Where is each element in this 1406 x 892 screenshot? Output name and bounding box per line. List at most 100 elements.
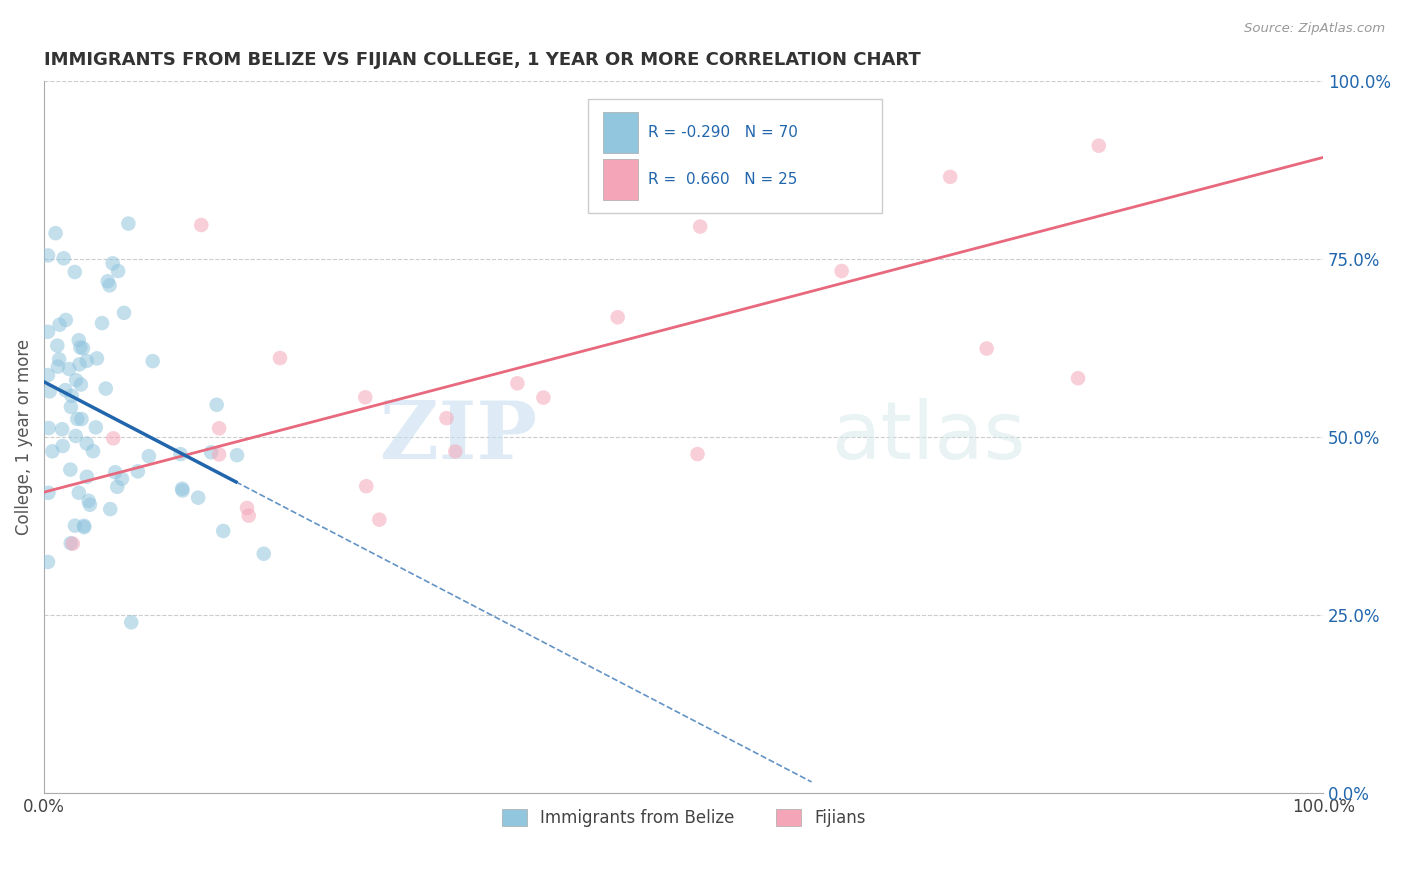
- Text: ZIP: ZIP: [380, 398, 537, 476]
- Point: [208, 421, 231, 435]
- Point: [112, 306, 135, 320]
- Point: [60, 389, 83, 403]
- Text: Source: ZipAtlas.com: Source: ZipAtlas.com: [1244, 22, 1385, 36]
- Point: [120, 615, 142, 630]
- Point: [138, 449, 160, 463]
- Point: [38, 421, 60, 435]
- Point: [73, 518, 96, 533]
- Point: [606, 310, 628, 325]
- Point: [172, 483, 194, 498]
- Point: [59, 462, 82, 476]
- Point: [46, 338, 69, 352]
- Point: [58, 362, 80, 376]
- Point: [939, 169, 962, 184]
- Point: [531, 391, 554, 405]
- Point: [69, 341, 91, 355]
- Point: [38, 384, 60, 399]
- Point: [70, 412, 93, 426]
- Point: [63, 518, 86, 533]
- Point: [67, 485, 90, 500]
- Text: IMMIGRANTS FROM BELIZE VS FIJIAN COLLEGE, 1 YEAR OR MORE CORRELATION CHART: IMMIGRANTS FROM BELIZE VS FIJIAN COLLEGE…: [44, 51, 921, 69]
- FancyBboxPatch shape: [603, 160, 637, 200]
- Point: [37, 485, 59, 500]
- Point: [48, 352, 70, 367]
- Point: [111, 472, 134, 486]
- Point: [103, 431, 125, 445]
- Point: [86, 351, 108, 366]
- Point: [76, 354, 98, 368]
- Point: [104, 465, 127, 479]
- Point: [37, 368, 59, 382]
- Y-axis label: College, 1 year or more: College, 1 year or more: [15, 339, 32, 535]
- Point: [51, 422, 73, 436]
- Point: [53, 383, 76, 397]
- Point: [59, 536, 82, 550]
- Legend: Immigrants from Belize, Fijians: Immigrants from Belize, Fijians: [495, 803, 872, 834]
- Point: [76, 469, 98, 483]
- Point: [97, 274, 120, 288]
- Point: [1087, 138, 1109, 153]
- Point: [65, 429, 87, 443]
- Point: [45, 226, 67, 240]
- Point: [354, 479, 377, 493]
- Point: [1067, 371, 1090, 385]
- Point: [976, 342, 998, 356]
- Point: [69, 357, 91, 371]
- Point: [368, 513, 391, 527]
- Point: [804, 178, 827, 192]
- Point: [226, 448, 249, 462]
- Point: [91, 316, 114, 330]
- Point: [117, 217, 139, 231]
- Point: [208, 447, 231, 461]
- Point: [506, 376, 529, 391]
- Point: [37, 248, 59, 262]
- Point: [101, 256, 124, 270]
- Text: R = -0.290   N = 70: R = -0.290 N = 70: [648, 125, 797, 140]
- Point: [187, 491, 209, 505]
- Point: [73, 520, 96, 534]
- Point: [37, 555, 59, 569]
- Point: [52, 252, 75, 266]
- Point: [37, 325, 59, 339]
- Point: [238, 508, 260, 523]
- Point: [689, 219, 711, 234]
- Point: [831, 264, 853, 278]
- Point: [84, 420, 107, 434]
- Point: [212, 524, 235, 538]
- Point: [77, 493, 100, 508]
- Point: [253, 547, 276, 561]
- Text: atlas: atlas: [831, 398, 1025, 476]
- Point: [65, 373, 87, 387]
- Point: [169, 447, 191, 461]
- Point: [52, 439, 75, 453]
- Point: [63, 265, 86, 279]
- Point: [66, 412, 89, 426]
- Point: [41, 444, 63, 458]
- Point: [59, 400, 82, 414]
- Point: [70, 377, 93, 392]
- Point: [67, 333, 90, 347]
- Point: [62, 537, 84, 551]
- Point: [269, 351, 291, 365]
- Point: [172, 482, 194, 496]
- Point: [444, 444, 467, 458]
- Point: [46, 359, 69, 374]
- Point: [200, 445, 222, 459]
- FancyBboxPatch shape: [588, 99, 882, 213]
- Point: [94, 382, 117, 396]
- Point: [686, 447, 709, 461]
- Point: [436, 411, 458, 425]
- Point: [700, 110, 723, 124]
- Point: [127, 464, 149, 478]
- Point: [354, 390, 377, 404]
- Point: [98, 502, 121, 516]
- Point: [72, 341, 94, 355]
- Point: [48, 318, 70, 332]
- Point: [205, 398, 228, 412]
- Point: [105, 480, 128, 494]
- Point: [107, 264, 129, 278]
- Point: [79, 498, 101, 512]
- Point: [98, 278, 121, 293]
- Point: [82, 444, 104, 458]
- Point: [190, 218, 212, 232]
